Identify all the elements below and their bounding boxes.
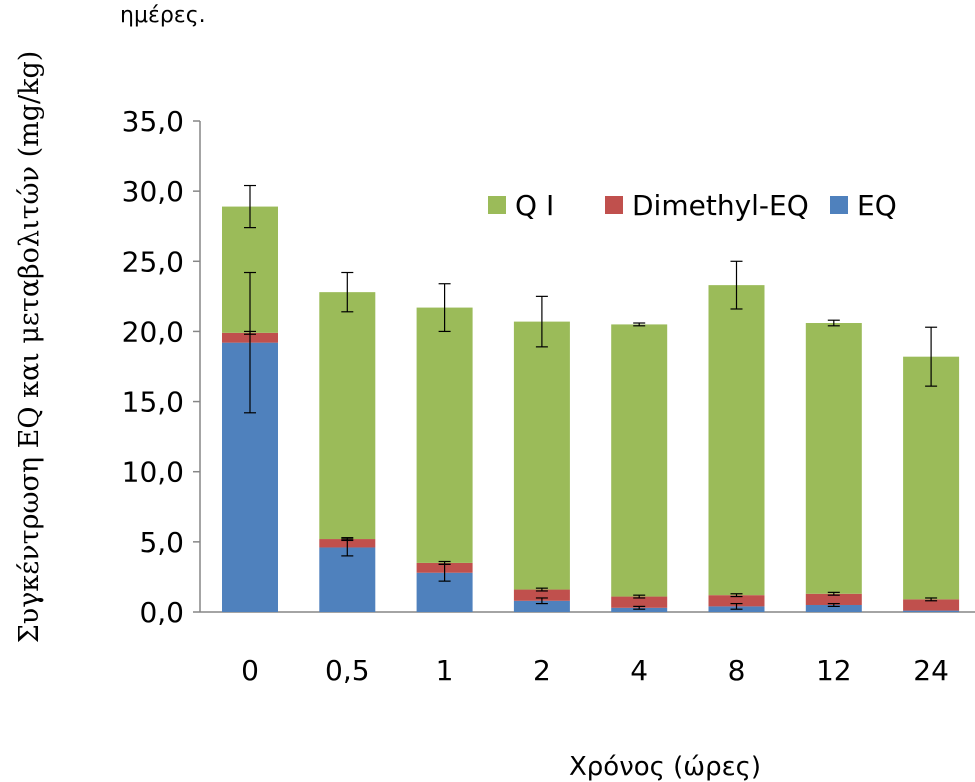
- error-bars: [244, 184, 938, 610]
- bar-segment: [805, 604, 862, 612]
- bar-segment: [903, 599, 960, 611]
- bar-segment: [708, 285, 765, 596]
- y-tick-label: 10,0: [122, 456, 184, 489]
- legend-label: Dimethyl-EQ: [632, 189, 809, 222]
- bar-segment: [903, 610, 960, 612]
- bar-segment: [805, 593, 862, 605]
- legend-swatch: [605, 196, 623, 214]
- y-tick-label: 0,0: [139, 596, 184, 629]
- bar-segment: [513, 589, 570, 601]
- bar-segment: [513, 321, 570, 590]
- legend-swatch: [488, 196, 506, 214]
- x-tick-label: 12: [816, 654, 852, 687]
- x-tick-label: 24: [913, 654, 949, 687]
- y-tick-label: 15,0: [122, 386, 184, 419]
- bar-segment: [903, 356, 960, 600]
- y-tick-label: 25,0: [122, 245, 184, 278]
- bar-segment: [416, 307, 473, 563]
- bar-segment: [708, 595, 765, 607]
- bar-segment: [611, 607, 668, 612]
- x-tick-label: 1: [436, 654, 454, 687]
- y-tick-label: 20,0: [122, 315, 184, 348]
- y-tick-label: 5,0: [139, 526, 184, 559]
- bar-segment: [513, 600, 570, 612]
- bar-segment: [611, 324, 668, 597]
- bar-segment: [319, 292, 376, 540]
- bar-segment: [319, 547, 376, 612]
- bar-segment: [611, 596, 668, 608]
- legend-label: Q I: [515, 189, 554, 222]
- y-tick-label: 35,0: [122, 105, 184, 138]
- bars: [222, 206, 960, 612]
- x-axis-label: Χρόνος (ώρες): [569, 752, 761, 782]
- x-tick-label: 4: [630, 654, 648, 687]
- x-tick-label: 0,5: [325, 654, 370, 687]
- caption-fragment: ημέρες.: [120, 3, 206, 28]
- x-tick-label: 0: [241, 654, 259, 687]
- y-axis-label: Συγκέντρωση EQ και μεταβολιτών (mg/kg): [14, 51, 45, 644]
- y-tick-label: 30,0: [122, 175, 184, 208]
- legend: Q I Dimethyl-EQ EQ: [488, 189, 897, 222]
- bar-segment: [805, 323, 862, 594]
- legend-label: EQ: [857, 189, 897, 222]
- legend-swatch: [830, 196, 848, 214]
- x-tick-label: 8: [728, 654, 746, 687]
- tick-labels: 0,05,010,015,020,025,030,035,00 0,5 1 2 4 8 12…: [122, 105, 949, 687]
- x-tick-label: 2: [533, 654, 551, 687]
